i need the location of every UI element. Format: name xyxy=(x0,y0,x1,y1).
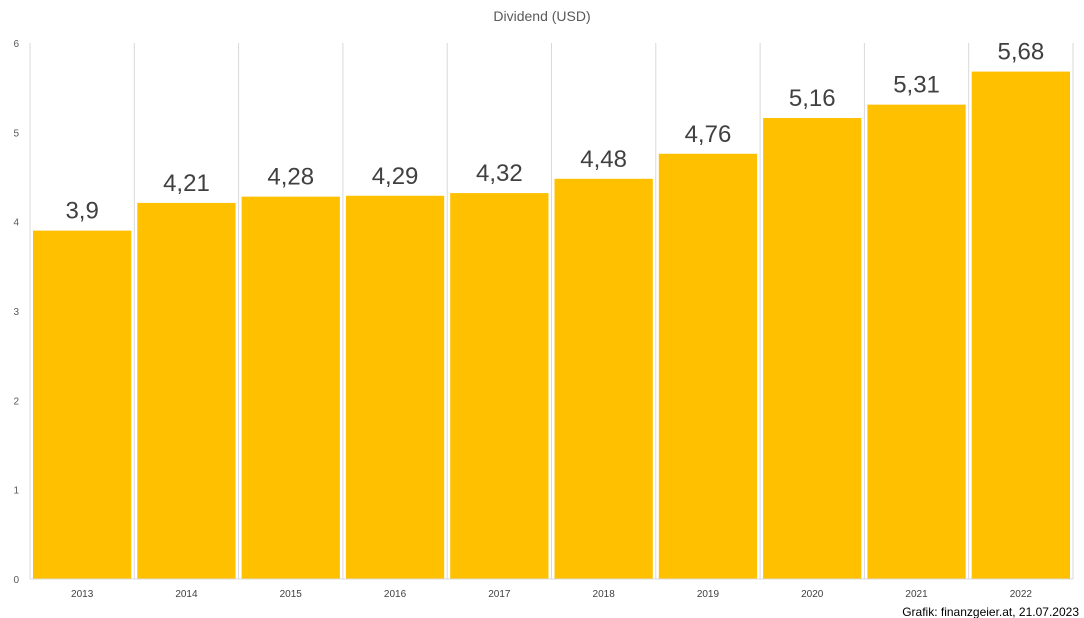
chart-credit: Grafik: finanzgeier.at, 21.07.2023 xyxy=(902,605,1079,618)
y-tick-label: 2 xyxy=(13,396,19,407)
y-axis-ticks: 0 1 2 3 4 5 6 xyxy=(13,39,19,586)
bar-2021 xyxy=(867,104,966,579)
x-tick-label: 2016 xyxy=(384,589,407,600)
bar-2018 xyxy=(554,178,653,579)
value-label: 5,68 xyxy=(997,39,1044,66)
x-tick-label: 2021 xyxy=(905,589,928,600)
bar-2020 xyxy=(763,118,862,579)
value-label: 4,29 xyxy=(372,163,419,190)
y-tick-label: 4 xyxy=(13,218,19,229)
x-tick-label: 2020 xyxy=(801,589,824,600)
x-tick-label: 2018 xyxy=(593,589,616,600)
y-tick-label: 6 xyxy=(13,39,19,50)
x-tick-label: 2014 xyxy=(175,589,198,600)
y-tick-label: 5 xyxy=(13,128,19,139)
value-label: 5,31 xyxy=(893,72,940,99)
value-labels: 3,9 4,21 4,28 4,29 4,32 4,48 4,76 5,16 5,31 5,68 xyxy=(65,39,1044,225)
value-label: 4,48 xyxy=(580,146,627,173)
y-tick-label: 0 xyxy=(13,575,19,586)
x-tick-label: 2019 xyxy=(697,589,720,600)
value-label: 4,32 xyxy=(476,160,523,187)
bar-2014 xyxy=(137,202,236,579)
value-label: 4,21 xyxy=(163,170,210,197)
bar-2015 xyxy=(241,196,340,580)
gridlines xyxy=(29,43,1074,579)
bars xyxy=(33,71,1070,580)
bar-2022 xyxy=(971,71,1070,579)
value-label: 4,28 xyxy=(267,164,314,191)
x-tick-label: 2022 xyxy=(1010,589,1033,600)
x-tick-label: 2015 xyxy=(280,589,303,600)
value-label: 3,9 xyxy=(65,198,98,225)
x-axis-tick-labels: 2013 2014 2015 2016 2017 2018 2019 2020 2021 2022 xyxy=(71,589,1032,600)
bar-2017 xyxy=(450,193,549,579)
y-tick-label: 3 xyxy=(13,307,19,318)
bar-2016 xyxy=(345,195,445,579)
value-label: 5,16 xyxy=(789,85,836,112)
x-tick-label: 2013 xyxy=(71,589,94,600)
y-tick-label: 1 xyxy=(13,486,19,497)
x-tick-label: 2017 xyxy=(488,589,511,600)
chart-title: Dividend (USD) xyxy=(493,8,590,24)
value-label: 4,76 xyxy=(685,121,732,148)
bar-2019 xyxy=(658,153,758,580)
bar-2013 xyxy=(33,230,132,579)
